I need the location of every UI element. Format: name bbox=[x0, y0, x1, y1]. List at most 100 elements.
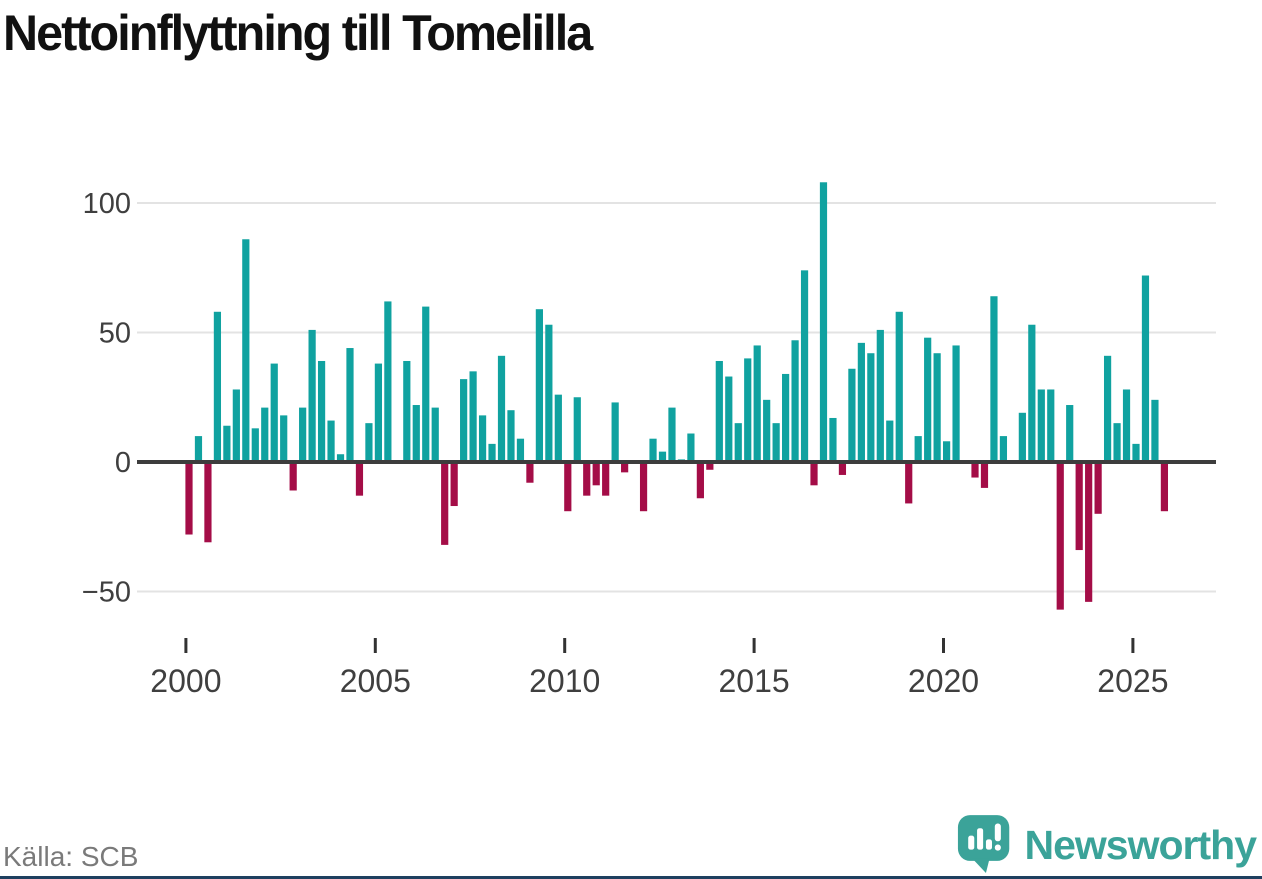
bar-2002-Q3 bbox=[280, 415, 288, 462]
bar-2013-Q3 bbox=[696, 462, 704, 499]
x-axis-label-2000: 2000 bbox=[150, 663, 221, 699]
x-axis-label-2010: 2010 bbox=[529, 663, 600, 699]
bar-2021-Q2 bbox=[990, 296, 998, 462]
source-label: Källa: SCB bbox=[3, 841, 139, 872]
bar-2011-Q3 bbox=[621, 462, 629, 473]
bar-2000-Q1 bbox=[185, 462, 193, 535]
bar-2004-Q1 bbox=[336, 454, 345, 462]
bar-2016-Q3 bbox=[810, 462, 818, 486]
bar-2010-Q3 bbox=[583, 462, 591, 496]
bar-2024-Q3 bbox=[1113, 423, 1121, 462]
bar-2020-Q4 bbox=[971, 462, 979, 478]
bar-2018-Q4 bbox=[895, 311, 903, 462]
bar-2012-Q3 bbox=[658, 451, 667, 462]
chart-svg: 100 50 0 −50 2000 2005 2010 2015 2020 2025 bbox=[82, 182, 1216, 699]
bar-2024-Q2 bbox=[1103, 355, 1112, 462]
bar-2017-Q3 bbox=[848, 368, 856, 462]
bar-2003-Q3 bbox=[317, 360, 326, 462]
bar-2004-Q4 bbox=[365, 423, 373, 462]
bar-2019-Q4 bbox=[933, 353, 941, 462]
bar-2006-Q4 bbox=[441, 462, 449, 545]
bar-2004-Q2 bbox=[346, 348, 354, 462]
bar-2014-Q1 bbox=[715, 360, 723, 462]
bar-2022-Q2 bbox=[1028, 324, 1036, 462]
bar-2023-Q3 bbox=[1075, 462, 1083, 551]
bar-2015-Q3 bbox=[772, 423, 780, 462]
bar-2001-Q2 bbox=[232, 389, 240, 462]
bar-2016-Q2 bbox=[800, 270, 809, 462]
bar-2024-Q4 bbox=[1122, 389, 1131, 462]
bar-2001-Q4 bbox=[251, 428, 259, 462]
bar-2001-Q1 bbox=[223, 425, 231, 462]
bar-2007-Q2 bbox=[460, 379, 468, 462]
bar-2006-Q3 bbox=[431, 407, 439, 462]
bar-2008-Q2 bbox=[497, 355, 506, 462]
bar-2021-Q1 bbox=[980, 462, 989, 488]
bar-2016-Q4 bbox=[819, 182, 828, 462]
bar-2012-Q4 bbox=[668, 407, 676, 462]
x-tick-2020 bbox=[942, 638, 945, 653]
bar-2015-Q4 bbox=[782, 373, 790, 462]
bar-2025-Q2 bbox=[1141, 275, 1150, 462]
bar-2013-Q2 bbox=[687, 433, 695, 462]
bar-2020-Q1 bbox=[943, 441, 951, 462]
bar-2010-Q1 bbox=[564, 462, 572, 512]
bar-2006-Q2 bbox=[422, 306, 430, 462]
bar-2017-Q2 bbox=[838, 462, 847, 475]
bar-2005-Q1 bbox=[374, 363, 382, 462]
x-axis-label-2005: 2005 bbox=[340, 663, 411, 699]
bar-2023-Q4 bbox=[1085, 462, 1093, 602]
bar-2018-Q3 bbox=[886, 420, 894, 462]
x-axis-label-2025: 2025 bbox=[1097, 663, 1168, 699]
bar-2025-Q1 bbox=[1132, 443, 1140, 462]
bar-2003-Q4 bbox=[327, 420, 335, 462]
bar-2025-Q4 bbox=[1160, 462, 1169, 512]
bar-2010-Q4 bbox=[592, 462, 600, 486]
bar-2023-Q1 bbox=[1056, 462, 1064, 610]
bar-2023-Q2 bbox=[1066, 405, 1074, 462]
bar-2022-Q1 bbox=[1018, 412, 1026, 462]
bar-2016-Q1 bbox=[791, 340, 799, 462]
x-axis-label-2020: 2020 bbox=[908, 663, 979, 699]
bar-2018-Q1 bbox=[867, 353, 875, 462]
bar-2008-Q4 bbox=[516, 438, 525, 462]
bar-2002-Q4 bbox=[289, 462, 297, 491]
y-axis-label-100: 100 bbox=[83, 188, 131, 220]
bar-2009-Q1 bbox=[526, 462, 534, 483]
gridline-y-50 bbox=[137, 331, 1216, 334]
bar-2019-Q1 bbox=[905, 462, 913, 504]
bar-2012-Q1 bbox=[639, 462, 648, 512]
bar-2017-Q1 bbox=[829, 417, 837, 462]
bar-2017-Q4 bbox=[857, 342, 865, 462]
brand-logo: Newsworthy bbox=[957, 814, 1257, 876]
bar-2005-Q4 bbox=[403, 360, 411, 462]
bar-2014-Q3 bbox=[734, 423, 742, 462]
bar-2015-Q1 bbox=[753, 345, 761, 462]
chart-title: Nettoinflyttning till Tomelilla bbox=[3, 5, 593, 61]
y-axis-label--50: −50 bbox=[82, 577, 131, 609]
bar-2019-Q3 bbox=[924, 337, 932, 462]
bar-2011-Q1 bbox=[602, 462, 610, 496]
bar-2014-Q4 bbox=[744, 358, 752, 462]
bar-2014-Q2 bbox=[725, 376, 733, 462]
y-axis-label-0: 0 bbox=[115, 447, 131, 479]
bar-2025-Q3 bbox=[1151, 399, 1159, 462]
bar-2000-Q3 bbox=[204, 462, 212, 543]
bar-2007-Q1 bbox=[450, 462, 458, 507]
brand-wordmark: Newsworthy bbox=[1024, 821, 1257, 868]
bar-2022-Q3 bbox=[1037, 389, 1045, 462]
y-axis-label-50: 50 bbox=[99, 318, 131, 350]
x-tick-2010 bbox=[563, 638, 567, 653]
bar-2002-Q2 bbox=[270, 363, 278, 462]
bar-2004-Q3 bbox=[355, 462, 364, 496]
bar-2007-Q4 bbox=[478, 415, 487, 462]
x-tick-2005 bbox=[373, 638, 377, 653]
bar-2008-Q3 bbox=[507, 410, 515, 462]
bar-2009-Q3 bbox=[545, 324, 553, 462]
bar-2024-Q1 bbox=[1094, 462, 1102, 514]
x-tick-2015 bbox=[752, 638, 756, 653]
bar-2009-Q4 bbox=[554, 394, 562, 462]
bar-2000-Q2 bbox=[194, 436, 203, 462]
bar-2007-Q3 bbox=[469, 371, 477, 462]
